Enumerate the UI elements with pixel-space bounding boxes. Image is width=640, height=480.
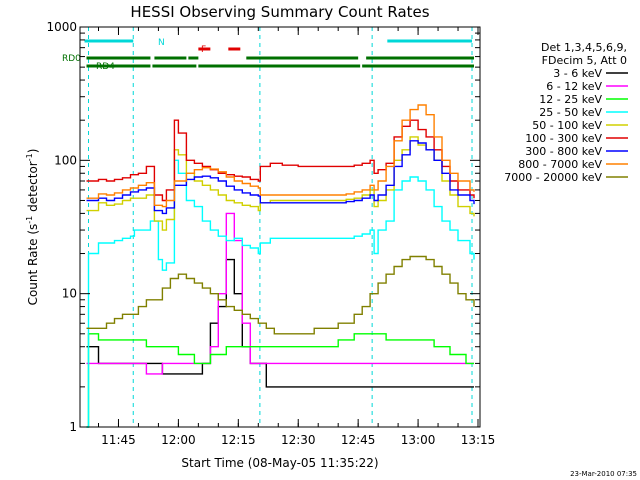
legend-header-1: Det 1,3,4,5,6,9,	[541, 41, 627, 54]
plot-area: N F RD0 RD4	[62, 27, 475, 428]
x-tick-label-6: 13:15	[461, 433, 496, 447]
annotation-rd4-label: RD4	[96, 62, 115, 72]
annotation-rd0-label: RD0	[62, 54, 81, 64]
y-axis-label: Count Rate (s-1 detector-1)	[25, 149, 40, 306]
x-axis-label: Start Time (08-May-05 11:35:22)	[181, 456, 378, 470]
legend-label-2: 12 - 25 keV	[539, 93, 602, 106]
series-line-8	[86, 255, 475, 335]
x-tick-label-3: 12:30	[281, 433, 316, 447]
y-tick-label-2: 100	[54, 153, 77, 167]
series-line-7	[86, 104, 475, 208]
legend-label-7: 800 - 7000 keV	[518, 158, 602, 171]
series-line-6	[86, 140, 475, 215]
legend-label-0: 3 - 6 keV	[553, 67, 602, 80]
legend-label-1: 6 - 12 keV	[546, 80, 602, 93]
y-axis: 1 10 100 1000	[46, 20, 480, 434]
legend-label-6: 300 - 800 keV	[525, 145, 602, 158]
chart-title: HESSI Observing Summary Count Rates	[130, 3, 429, 21]
x-axis: 11:45 12:00 12:15 12:30 12:45 13:00 13:15	[97, 27, 496, 447]
x-tick-label-0: 11:45	[101, 433, 136, 447]
annotation-f-label: F	[201, 45, 206, 55]
series-line-2	[86, 333, 474, 428]
legend-header-2: FDecim 5, Att 0	[542, 54, 627, 67]
y-tick-label-3: 1000	[46, 20, 77, 34]
timestamp: 23-Mar-2010 07:35	[570, 470, 637, 478]
annotation-n-label: N	[158, 38, 165, 48]
series-line-0	[86, 258, 474, 388]
legend-label-8: 7000 - 20000 keV	[504, 171, 602, 184]
legend-label-3: 25 - 50 keV	[539, 106, 602, 119]
legend-label-5: 100 - 300 keV	[525, 132, 602, 145]
plot-frame	[79, 26, 481, 428]
legend-label-4: 50 - 100 keV	[532, 119, 602, 132]
x-tick-label-5: 13:00	[401, 433, 436, 447]
series-line-3	[86, 159, 475, 428]
x-tick-label-4: 12:45	[341, 433, 376, 447]
x-tick-label-2: 12:15	[221, 433, 256, 447]
y-tick-label-0: 1	[69, 420, 77, 434]
series-line-1	[86, 212, 474, 375]
series-line-4	[86, 136, 475, 231]
series-line-5	[86, 119, 475, 202]
x-tick-label-1: 12:00	[161, 433, 196, 447]
y-tick-label-1: 10	[62, 287, 77, 301]
